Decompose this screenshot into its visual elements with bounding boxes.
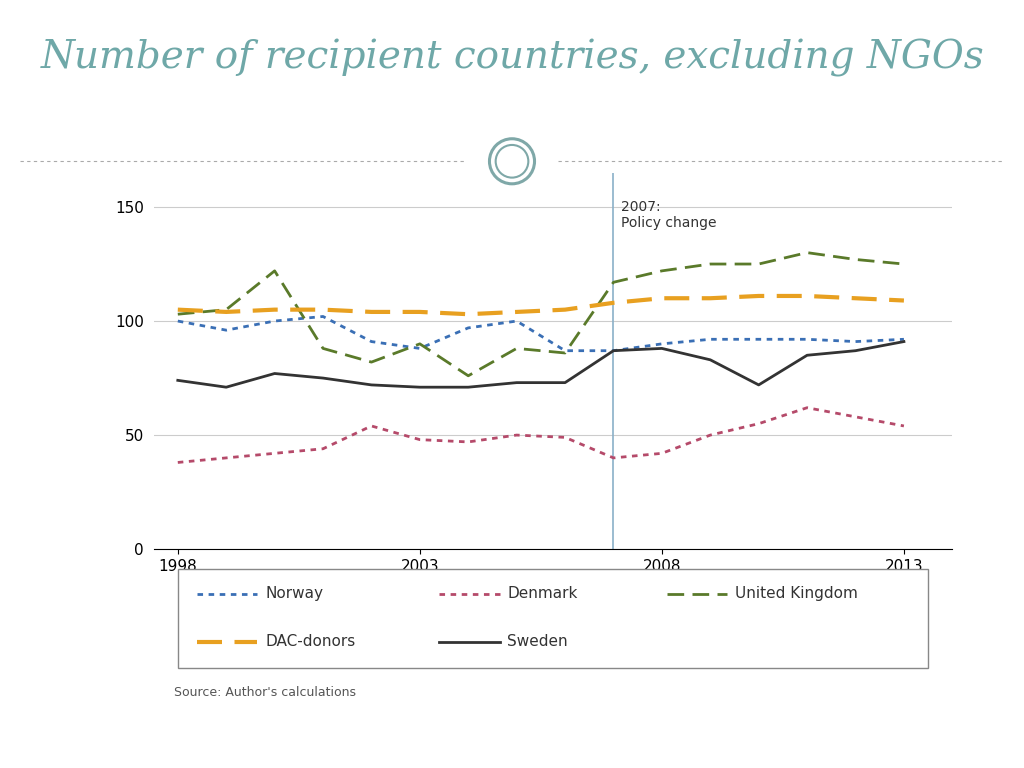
Text: Sweden: Sweden [508,634,568,650]
Text: Number of recipient countries, excluding NGOs: Number of recipient countries, excluding… [41,38,985,77]
X-axis label: Years: Years [531,579,574,598]
Text: 2007:
Policy change: 2007: Policy change [621,200,716,230]
Text: Norway: Norway [265,586,323,601]
Text: Source: Author's calculations: Source: Author's calculations [174,686,356,699]
Text: Denmark: Denmark [508,586,578,601]
Text: United Kingdom: United Kingdom [735,586,858,601]
Text: DAC-donors: DAC-donors [265,634,355,650]
FancyBboxPatch shape [178,569,928,667]
